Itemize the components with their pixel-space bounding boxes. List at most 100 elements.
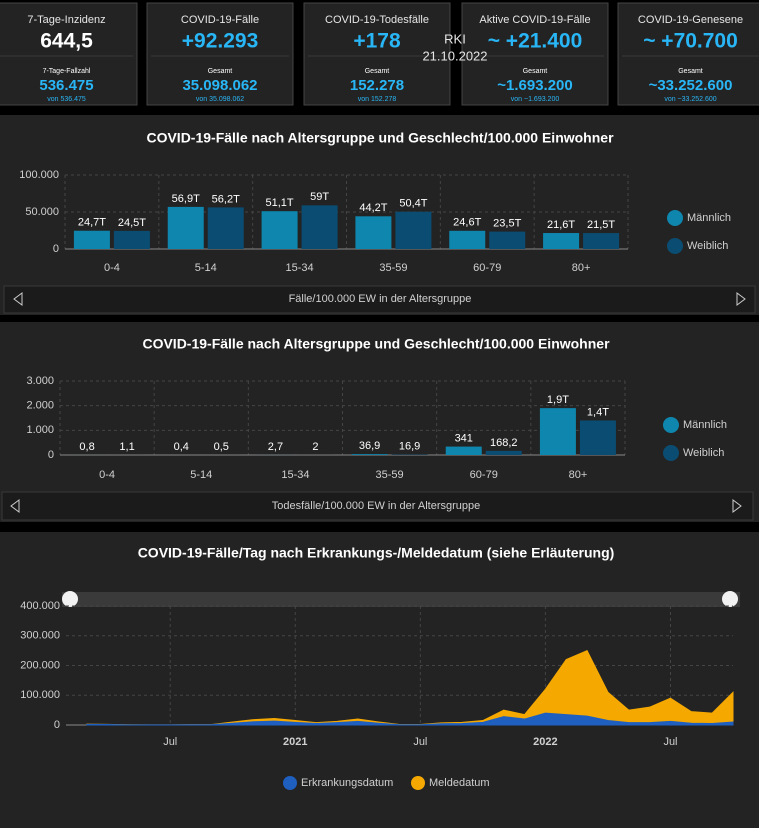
value-label: 36,9 [359, 440, 380, 452]
nav-bar [3, 285, 756, 314]
bar [355, 216, 392, 249]
y-tick-label: 400.000 [20, 600, 60, 612]
card [303, 2, 451, 106]
next-arrow[interactable] [736, 292, 746, 306]
card-subtitle: 7-Tage-Fallzahl [43, 68, 91, 75]
x-tick-label: Jul [163, 736, 177, 748]
card-note: von 35.098.062 [196, 96, 244, 103]
x-tick-label: 5-14 [195, 262, 217, 274]
x-tick-label: 80+ [569, 469, 588, 481]
bar [583, 233, 620, 249]
card [0, 2, 138, 106]
slider-handle[interactable] [722, 591, 738, 607]
card [146, 2, 294, 106]
next-arrow[interactable] [732, 499, 742, 513]
nav-bar [1, 491, 754, 521]
x-tick-label: 0-4 [99, 469, 115, 481]
chart-title: COVID-19-Fälle nach Altersgruppe und Ges… [142, 336, 610, 352]
card-note: von ~1.693.200 [511, 96, 560, 103]
value-label: 44,2T [359, 202, 387, 214]
card-value: 644,5 [40, 30, 93, 53]
value-label: 24,6T [453, 217, 481, 229]
card-title: Aktive COVID-19-Fälle [479, 14, 590, 26]
value-label: 50,4T [399, 198, 427, 210]
legend-swatch [667, 238, 683, 254]
bar [301, 205, 338, 249]
x-tick-label: 0-4 [104, 262, 120, 274]
legend-label: Erkrankungsdatum [301, 777, 393, 789]
card-value: ~ +21.400 [488, 30, 583, 53]
value-label: 21,5T [587, 219, 615, 231]
y-tick-label: 100.000 [20, 689, 60, 701]
bar [543, 233, 580, 249]
card-title: 7-Tage-Inzidenz [27, 14, 105, 26]
y-tick-label: 3.000 [26, 375, 54, 387]
value-label: 56,2T [212, 193, 240, 205]
card-subtitle: Gesamt [208, 68, 233, 75]
range-slider[interactable] [62, 592, 740, 607]
prev-arrow[interactable] [13, 292, 23, 306]
y-tick-label: 0 [48, 449, 54, 461]
value-label: 1,4T [587, 406, 609, 418]
y-tick-label: 0 [54, 719, 60, 731]
card-title: COVID-19-Fälle [181, 14, 259, 26]
bar [539, 408, 576, 455]
value-label: 0,5 [214, 441, 229, 453]
legend-swatch [667, 210, 683, 226]
card-note: von ~33.252.600 [664, 96, 716, 103]
bar [579, 420, 616, 455]
value-label: 1,9T [547, 394, 569, 406]
date: 21.10.2022 [422, 48, 487, 63]
card-note: von 152.278 [358, 96, 397, 103]
bar [351, 454, 388, 455]
bar [113, 230, 150, 249]
value-label: 0,4 [174, 441, 189, 453]
x-tick-label: 5-14 [190, 469, 212, 481]
legend-swatch [283, 776, 297, 790]
value-label: 16,9 [399, 440, 420, 452]
panel [0, 322, 759, 522]
stat-cards: 7-Tage-Inzidenz 644,5 7-Tage-Fallzahl 536.4… [0, 2, 759, 106]
bar [395, 211, 432, 249]
slider-handle[interactable] [62, 591, 78, 607]
bar [167, 206, 204, 249]
legend-swatch [663, 445, 679, 461]
bar [449, 230, 486, 249]
y-tick-label: 300.000 [20, 630, 60, 642]
value-label: 56,9T [172, 193, 200, 205]
card-title: COVID-19-Todesfälle [325, 14, 429, 26]
value-label: 59T [310, 191, 329, 203]
value-label: 2,7 [268, 441, 283, 453]
y-tick-label: 200.000 [20, 659, 60, 671]
card-subvalue: 536.475 [39, 77, 93, 94]
value-label: 21,6T [547, 219, 575, 231]
value-label: 2 [312, 441, 318, 453]
y-tick-label: 50.000 [25, 206, 59, 218]
bar [207, 207, 244, 249]
source: RKI [444, 31, 466, 46]
y-tick-label: 1.000 [26, 424, 54, 436]
chart-title: COVID-19-Fälle nach Altersgruppe und Ges… [146, 130, 614, 146]
bar [489, 231, 526, 249]
x-tick-label: 35-59 [379, 262, 407, 274]
card-subvalue: ~33.252.600 [649, 77, 733, 94]
x-tick-label: Jul [413, 736, 427, 748]
bar [73, 230, 110, 249]
value-label: 23,5T [493, 218, 521, 230]
legend-label: Weiblich [687, 240, 728, 252]
prev-arrow[interactable] [10, 499, 20, 513]
card-subtitle: Gesamt [678, 68, 703, 75]
card-value: +178 [353, 30, 401, 53]
value-label: 51,1T [266, 197, 294, 209]
legend-swatch [411, 776, 425, 790]
card [617, 2, 759, 106]
card-subvalue: ~1.693.200 [497, 77, 573, 94]
legend-label: Männlich [683, 419, 727, 431]
x-tick-label: 60-79 [473, 262, 501, 274]
x-tick-label: Jul [663, 736, 677, 748]
y-tick-label: 0 [53, 243, 59, 255]
card [461, 2, 609, 106]
legend-label: Meldedatum [429, 777, 490, 789]
legend-swatch [663, 417, 679, 433]
